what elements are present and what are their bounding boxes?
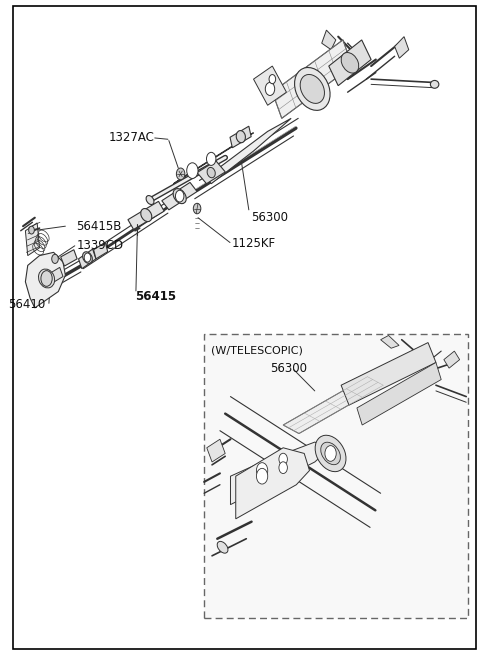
Circle shape bbox=[41, 271, 52, 286]
Ellipse shape bbox=[141, 208, 152, 221]
Polygon shape bbox=[25, 223, 39, 255]
Polygon shape bbox=[197, 161, 225, 183]
Ellipse shape bbox=[431, 81, 439, 88]
Polygon shape bbox=[283, 377, 383, 434]
Polygon shape bbox=[395, 37, 409, 58]
Ellipse shape bbox=[38, 269, 55, 288]
Text: 56415B: 56415B bbox=[76, 219, 121, 233]
Text: 56300: 56300 bbox=[270, 362, 307, 375]
Polygon shape bbox=[444, 351, 460, 368]
Ellipse shape bbox=[300, 75, 324, 103]
Polygon shape bbox=[253, 66, 287, 105]
FancyBboxPatch shape bbox=[204, 334, 468, 618]
Polygon shape bbox=[60, 250, 77, 266]
Text: 56410: 56410 bbox=[8, 298, 46, 311]
Polygon shape bbox=[236, 448, 310, 519]
Ellipse shape bbox=[217, 542, 228, 553]
Circle shape bbox=[279, 453, 288, 465]
Polygon shape bbox=[206, 119, 291, 183]
Circle shape bbox=[187, 163, 198, 178]
Circle shape bbox=[206, 153, 216, 166]
Ellipse shape bbox=[315, 436, 346, 472]
Polygon shape bbox=[329, 40, 371, 86]
Circle shape bbox=[325, 445, 336, 461]
Circle shape bbox=[269, 75, 276, 84]
Circle shape bbox=[279, 462, 288, 474]
Circle shape bbox=[176, 168, 185, 179]
Circle shape bbox=[29, 226, 35, 234]
Text: 1327AC: 1327AC bbox=[109, 132, 155, 145]
Circle shape bbox=[256, 462, 268, 478]
Ellipse shape bbox=[83, 252, 92, 263]
Text: 1125KF: 1125KF bbox=[231, 237, 276, 250]
Polygon shape bbox=[128, 201, 164, 229]
Polygon shape bbox=[79, 249, 96, 269]
Ellipse shape bbox=[295, 67, 330, 110]
Ellipse shape bbox=[321, 442, 340, 464]
Ellipse shape bbox=[341, 52, 359, 73]
Circle shape bbox=[193, 203, 201, 214]
Ellipse shape bbox=[236, 130, 245, 143]
Polygon shape bbox=[272, 40, 352, 119]
Polygon shape bbox=[46, 267, 63, 285]
Ellipse shape bbox=[146, 196, 154, 204]
Circle shape bbox=[84, 253, 91, 262]
Text: 1339CD: 1339CD bbox=[76, 239, 123, 252]
Text: 56300: 56300 bbox=[251, 211, 288, 224]
Ellipse shape bbox=[207, 168, 215, 178]
Polygon shape bbox=[322, 30, 336, 50]
Circle shape bbox=[52, 254, 58, 263]
Polygon shape bbox=[207, 440, 225, 462]
Text: 56415: 56415 bbox=[135, 290, 176, 303]
Polygon shape bbox=[341, 343, 436, 405]
Polygon shape bbox=[162, 182, 197, 210]
Polygon shape bbox=[94, 242, 108, 259]
Polygon shape bbox=[174, 133, 253, 183]
Polygon shape bbox=[381, 335, 399, 348]
Circle shape bbox=[265, 83, 275, 96]
Circle shape bbox=[256, 468, 268, 484]
Polygon shape bbox=[357, 362, 441, 425]
Ellipse shape bbox=[173, 189, 186, 204]
Polygon shape bbox=[25, 252, 65, 308]
Polygon shape bbox=[230, 126, 251, 148]
Polygon shape bbox=[230, 442, 331, 504]
Circle shape bbox=[176, 190, 184, 202]
Text: (W/TELESCOPIC): (W/TELESCOPIC) bbox=[211, 346, 303, 356]
